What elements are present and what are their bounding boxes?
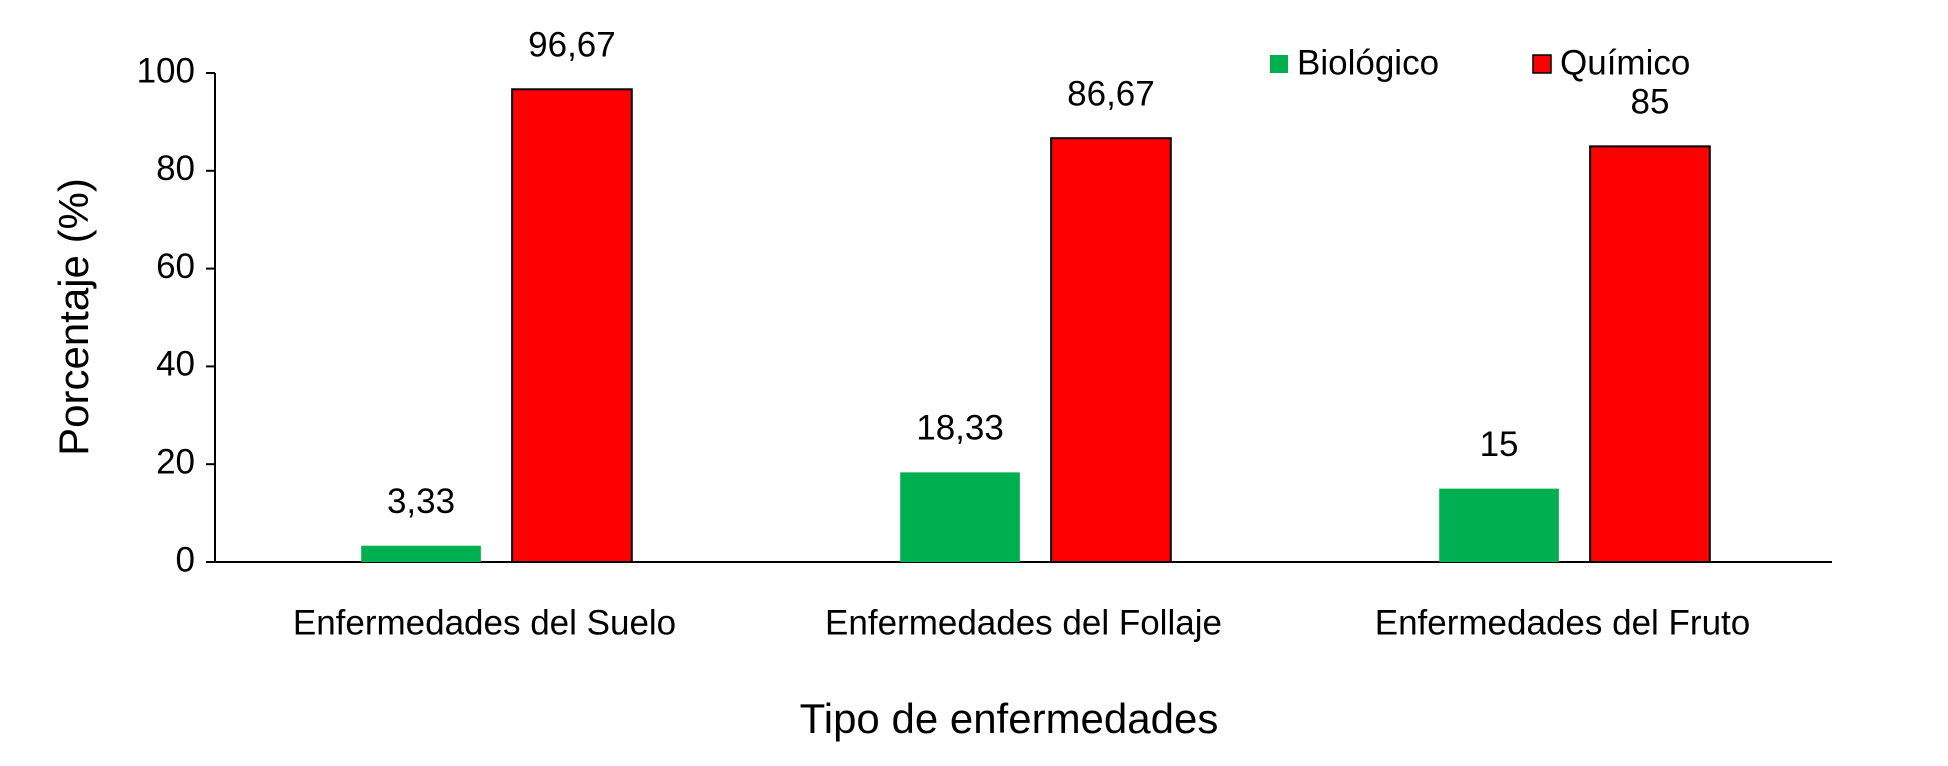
legend-label: Biológico (1297, 43, 1439, 82)
bar (1439, 488, 1559, 562)
y-axis-title: Porcentaje (%) (50, 178, 97, 456)
x-tick-label: Enfermedades del Fruto (1375, 603, 1750, 642)
bar (511, 88, 633, 564)
legend-swatch (1532, 54, 1552, 74)
value-label: 3,33 (387, 482, 455, 521)
y-tick-label: 20 (156, 442, 195, 481)
legend-swatch (1270, 55, 1288, 73)
bar (1050, 137, 1172, 564)
x-tick-label: Enfermedades del Follaje (825, 603, 1222, 642)
y-tick-label: 100 (137, 51, 195, 90)
value-label: 85 (1630, 83, 1669, 122)
value-label: 86,67 (1067, 74, 1155, 113)
y-tick-label: 80 (156, 149, 195, 188)
y-tick-label: 0 (176, 540, 195, 579)
legend-label: Químico (1560, 43, 1690, 82)
value-label: 15 (1480, 425, 1519, 464)
x-axis-title: Tipo de enfermedades (800, 695, 1219, 742)
y-tick-label: 60 (156, 247, 195, 286)
value-label: 96,67 (528, 26, 616, 65)
bar (1589, 145, 1711, 563)
y-tick-label: 40 (156, 345, 195, 384)
bar (361, 545, 481, 562)
value-label: 18,33 (916, 409, 1004, 448)
x-tick-label: Enfermedades del Suelo (293, 603, 676, 642)
bar (900, 472, 1020, 562)
